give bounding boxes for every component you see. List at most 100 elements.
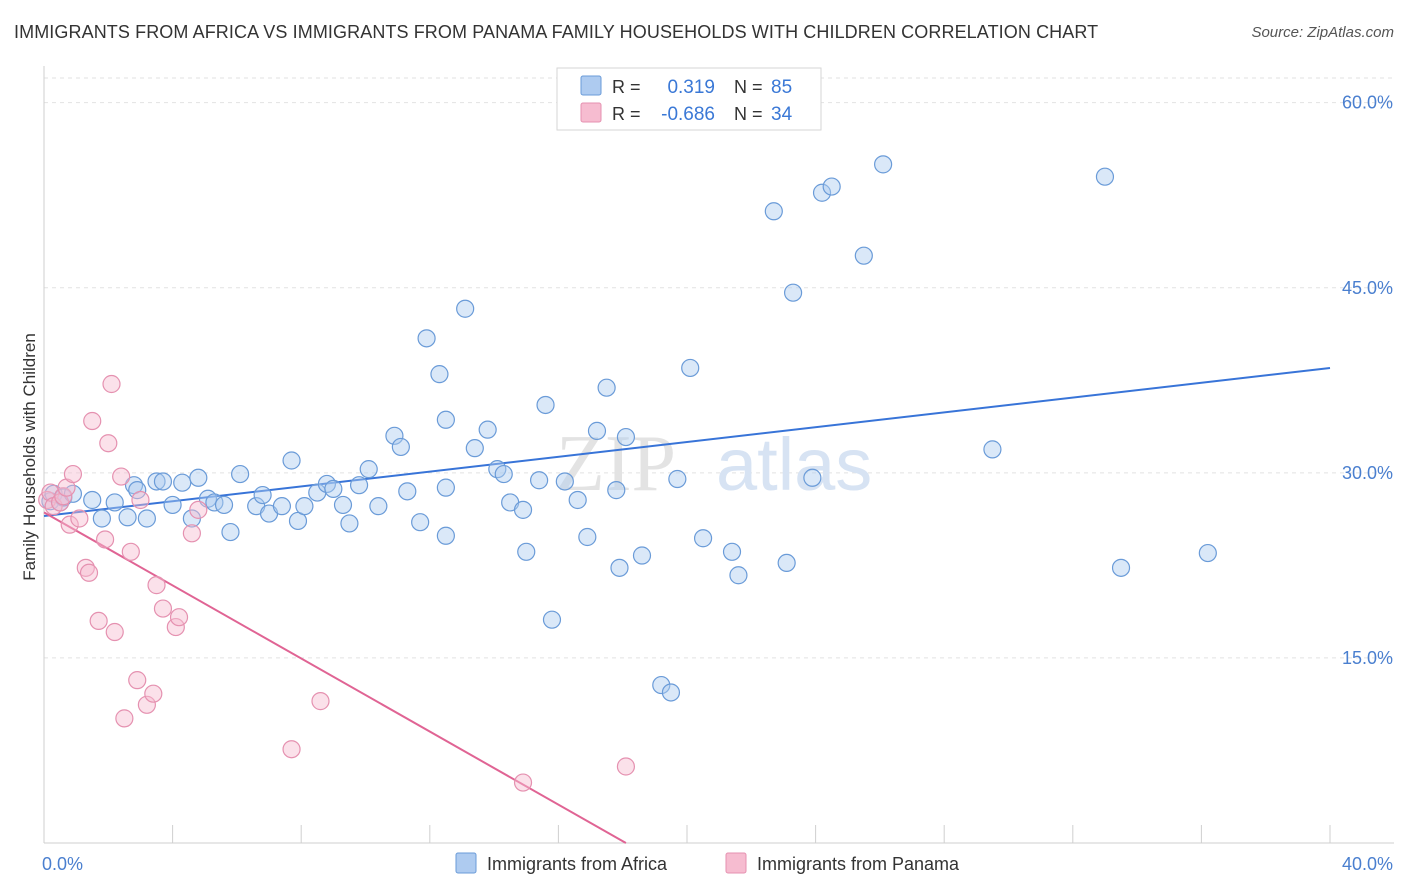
point-panama xyxy=(115,709,134,728)
point-africa xyxy=(272,497,292,516)
stats-africa-r-value: 0.319 xyxy=(667,77,715,98)
point-africa xyxy=(214,495,234,515)
point-panama xyxy=(70,509,89,528)
point-panama xyxy=(112,467,131,486)
point-africa xyxy=(153,472,173,491)
stats-panama-r-value: -0.686 xyxy=(661,104,715,125)
point-africa xyxy=(783,283,803,302)
source-credit: Source: ZipAtlas.com xyxy=(1251,24,1394,41)
grid-layer xyxy=(44,77,1394,659)
point-panama xyxy=(189,500,208,519)
x-tick-label: 40.0% xyxy=(1342,854,1393,874)
point-africa xyxy=(632,546,652,565)
watermark-zip: ZIP xyxy=(556,420,676,508)
point-panama xyxy=(76,558,95,577)
point-africa xyxy=(128,481,147,500)
point-africa xyxy=(607,481,626,500)
point-africa xyxy=(436,526,455,545)
point-panama xyxy=(128,671,147,690)
stats-swatch-africa xyxy=(580,75,602,96)
point-africa xyxy=(221,522,240,542)
point-panama xyxy=(282,740,301,759)
point-panama xyxy=(182,524,201,543)
point-africa xyxy=(693,529,713,548)
point-africa xyxy=(105,493,124,512)
point-africa xyxy=(324,479,343,498)
point-africa xyxy=(517,542,536,561)
point-africa xyxy=(822,177,841,196)
point-africa xyxy=(282,451,301,470)
point-panama xyxy=(153,599,173,618)
point-africa xyxy=(231,464,250,484)
point-africa xyxy=(417,329,436,348)
point-africa xyxy=(253,485,272,505)
legend-swatch-africa xyxy=(455,852,477,874)
stats-panama-n-label: N = xyxy=(734,104,763,124)
point-africa xyxy=(295,497,314,516)
legend-swatch-panama xyxy=(725,852,747,874)
point-africa xyxy=(777,553,796,573)
point-africa xyxy=(333,495,353,515)
point-africa xyxy=(436,410,455,429)
point-africa xyxy=(587,421,607,440)
stats-panama-r-label: R = xyxy=(612,104,641,124)
point-africa xyxy=(137,509,156,528)
y-tick-label: 60.0% xyxy=(1342,93,1393,113)
point-panama xyxy=(131,490,150,510)
point-africa xyxy=(147,472,166,491)
point-panama xyxy=(79,563,99,582)
y-tick-label: 30.0% xyxy=(1342,463,1393,483)
point-panama xyxy=(102,374,121,394)
point-panama xyxy=(121,542,140,561)
point-africa xyxy=(1095,167,1115,186)
point-africa xyxy=(764,202,783,221)
point-africa xyxy=(411,513,430,532)
point-panama xyxy=(105,622,124,642)
point-africa xyxy=(391,437,410,457)
point-africa xyxy=(478,420,497,439)
point-africa xyxy=(1198,543,1217,563)
point-africa xyxy=(555,472,574,491)
point-africa xyxy=(163,495,182,515)
point-africa xyxy=(652,675,671,695)
stats-africa-n-label: N = xyxy=(734,77,763,97)
point-africa xyxy=(668,469,687,489)
watermark: ZIP atlas xyxy=(556,420,872,508)
y-tick-label: 15.0% xyxy=(1342,648,1393,668)
point-panama xyxy=(137,695,156,714)
point-africa xyxy=(189,468,208,487)
legend-label-africa: Immigrants from Africa xyxy=(487,854,668,874)
point-africa xyxy=(812,183,832,202)
points-layer xyxy=(38,155,1217,792)
point-panama xyxy=(63,464,83,484)
point-panama xyxy=(60,515,79,534)
point-africa xyxy=(616,427,636,447)
point-africa xyxy=(610,558,629,577)
point-africa xyxy=(578,527,597,547)
point-africa xyxy=(681,358,700,378)
point-panama xyxy=(83,411,102,431)
point-africa xyxy=(359,460,378,479)
watermark-atlas: atlas xyxy=(716,423,872,506)
point-africa xyxy=(118,508,137,527)
x-tick-label: 0.0% xyxy=(42,854,83,874)
trend-line-africa xyxy=(43,366,1331,518)
point-africa xyxy=(983,440,1002,459)
legend: Immigrants from Africa Immigrants from P… xyxy=(455,852,960,874)
point-africa xyxy=(661,683,681,702)
point-africa xyxy=(542,610,562,629)
point-africa xyxy=(729,566,748,585)
stats-africa-r-label: R = xyxy=(612,77,641,97)
point-panama xyxy=(616,757,636,776)
point-africa xyxy=(436,478,455,497)
point-africa xyxy=(340,514,359,533)
point-africa xyxy=(854,246,873,265)
point-africa xyxy=(92,509,111,528)
point-africa xyxy=(398,482,417,501)
point-africa xyxy=(349,476,369,495)
point-africa xyxy=(430,365,449,384)
stats-box: R = 0.319 N = 85 R = -0.686 N = 34 xyxy=(556,67,822,131)
point-africa xyxy=(536,395,555,415)
point-africa xyxy=(874,155,893,174)
